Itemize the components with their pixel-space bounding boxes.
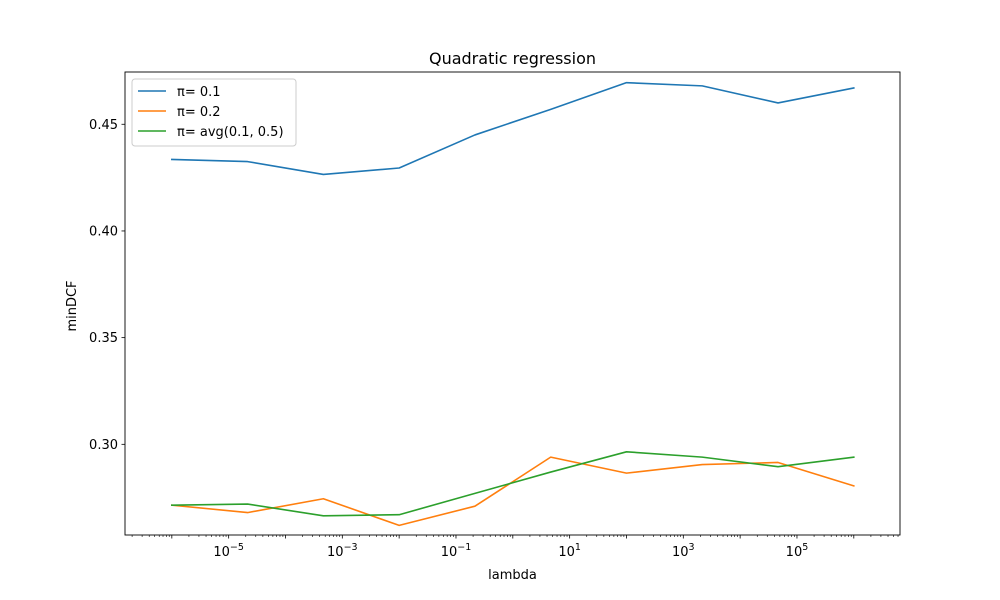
legend-label-1: π= 0.1	[177, 85, 221, 100]
legend-box	[131, 78, 297, 147]
legend: π= 0.1 π= 0.2 π= avg(0.1, 0.5)	[131, 78, 297, 147]
x-axis-label: lambda	[488, 568, 537, 583]
y-tick-label: 0.40	[89, 224, 118, 239]
y-tick-label: 0.30	[89, 438, 118, 453]
legend-label-3: π= avg(0.1, 0.5)	[177, 125, 284, 140]
series-line-2	[170, 456, 855, 527]
y-tick-label: 0.35	[89, 331, 118, 346]
chart-title: Quadratic regression	[429, 49, 596, 68]
series-line-1	[170, 81, 855, 176]
legend-label-2: π= 0.2	[177, 105, 221, 120]
series-line-3	[171, 450, 855, 517]
y-tick-label: 0.45	[89, 118, 118, 133]
y-axis-label: minDCF	[65, 280, 80, 331]
